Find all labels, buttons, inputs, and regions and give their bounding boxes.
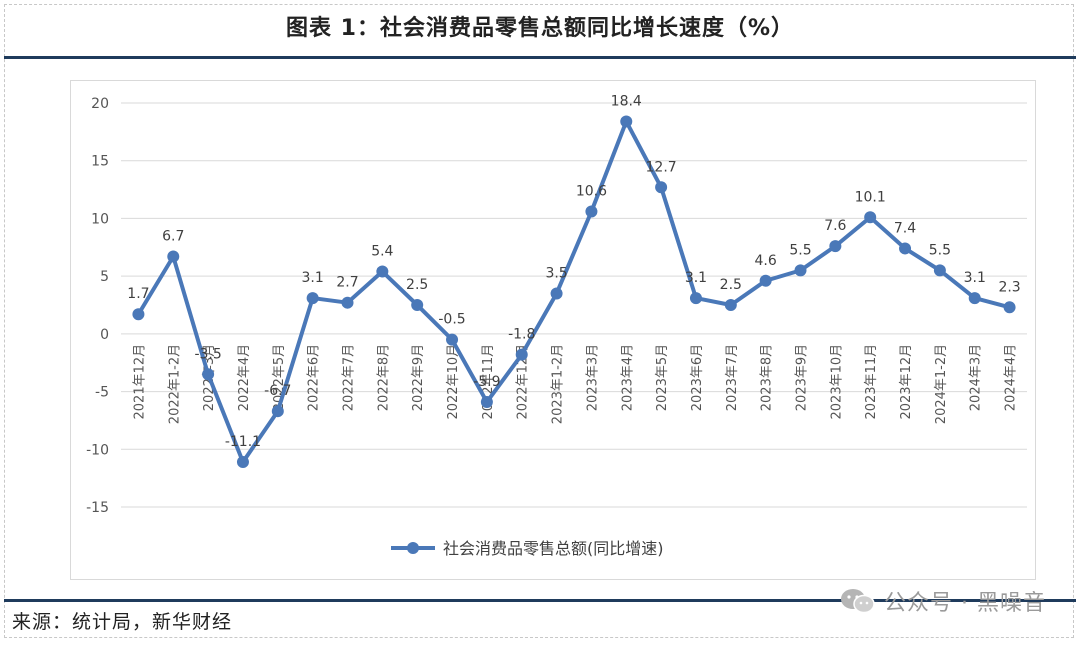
x-tick-label: 2022年6月 — [307, 344, 322, 411]
data-point — [167, 250, 180, 263]
y-tick-label: 0 — [100, 327, 109, 343]
data-point — [864, 211, 877, 224]
x-tick-label: 2022年12月 — [516, 344, 531, 420]
data-label: 10.6 — [576, 184, 607, 200]
x-tick-label: 2021年12月 — [132, 344, 147, 420]
y-tick-label: 10 — [91, 211, 109, 227]
y-tick-label: 5 — [100, 269, 109, 285]
x-tick-label: 2022年7月 — [342, 344, 357, 411]
data-point — [794, 264, 807, 277]
x-tick-label: 2023年8月 — [760, 344, 775, 411]
data-point — [341, 296, 354, 309]
data-point — [933, 264, 946, 277]
outer-frame — [4, 4, 1074, 638]
data-label: -0.5 — [438, 312, 465, 328]
data-point — [306, 292, 319, 305]
x-tick-label: 2022年4月 — [237, 344, 252, 411]
line-chart: 20151050-5-10-152021年12月2022年1-2月2022年3月… — [86, 93, 1027, 558]
x-tick-label: 2024年4月 — [1004, 344, 1019, 411]
watermark-text: 公众号 · 黑噪音 — [884, 591, 1046, 616]
data-point — [1003, 301, 1016, 314]
data-point — [376, 265, 389, 278]
data-point — [202, 368, 215, 381]
data-point — [899, 242, 912, 255]
data-point — [271, 405, 284, 418]
x-tick-label: 2023年5月 — [655, 344, 670, 411]
data-point — [655, 181, 668, 194]
data-label: -11.1 — [225, 434, 261, 450]
data-point — [236, 455, 249, 468]
x-tick-label: 2022年8月 — [376, 344, 391, 411]
data-label: 6.7 — [162, 229, 184, 245]
y-tick-label: 15 — [91, 154, 109, 170]
data-label: -3.5 — [194, 346, 221, 362]
watermark: 公众号 · 黑噪音 — [840, 585, 1046, 617]
data-label: 18.4 — [611, 93, 642, 109]
x-tick-label: 2023年1-2月 — [551, 344, 566, 424]
data-label: 7.6 — [824, 218, 846, 234]
data-point — [829, 240, 842, 253]
data-point — [689, 292, 702, 305]
legend-label: 社会消费品零售总额(同比增速) — [443, 539, 664, 558]
data-label: 7.4 — [894, 220, 916, 236]
x-tick-label: 2023年3月 — [585, 344, 600, 411]
y-tick-label: -15 — [86, 500, 109, 516]
data-point — [480, 395, 493, 408]
x-tick-label: 2024年3月 — [969, 344, 984, 411]
data-label: 1.7 — [127, 286, 149, 302]
data-label: 10.1 — [855, 189, 886, 205]
data-label: -6.7 — [264, 383, 291, 399]
series-line — [136, 119, 1011, 464]
data-label: 2.7 — [336, 275, 358, 291]
x-tick-label: 2023年10月 — [829, 344, 844, 420]
x-tick-label: 2024年1-2月 — [934, 344, 949, 424]
bottom-rule — [4, 599, 1076, 602]
data-label: 3.1 — [685, 270, 707, 286]
data-point — [411, 299, 424, 311]
data-label: 2.3 — [998, 279, 1020, 295]
data-point — [968, 292, 981, 305]
legend-marker — [407, 542, 419, 554]
data-point — [759, 274, 772, 287]
data-point — [132, 308, 145, 321]
wechat-icon — [841, 589, 875, 614]
chart-area: 20151050-5-10-152021年12月2022年1-2月2022年3月… — [70, 80, 1036, 580]
data-point — [446, 333, 459, 346]
data-label: 12.7 — [646, 159, 677, 175]
data-point — [620, 115, 633, 128]
data-label: 4.6 — [755, 253, 777, 269]
x-tick-label: 2022年1-2月 — [167, 344, 182, 424]
x-tick-label: 2023年11月 — [864, 344, 879, 420]
chart-title: 图表 1：社会消费品零售总额同比增长速度（%） — [285, 16, 794, 41]
data-label: 5.5 — [929, 242, 951, 258]
x-tick-label: 2023年9月 — [795, 344, 810, 411]
data-label: 3.5 — [545, 265, 567, 281]
data-label: 5.4 — [371, 244, 393, 260]
y-tick-label: 20 — [91, 96, 109, 112]
data-label: 2.5 — [720, 277, 742, 293]
data-point — [585, 205, 598, 218]
x-tick-label: 2022年9月 — [411, 344, 426, 411]
data-point — [550, 287, 563, 300]
x-tick-label: 2023年12月 — [899, 344, 914, 420]
y-tick-label: -10 — [86, 442, 109, 458]
x-tick-label: 2023年4月 — [620, 344, 635, 411]
x-tick-label: 2023年7月 — [725, 344, 740, 411]
data-label: 5.5 — [789, 242, 811, 258]
data-label: -1.8 — [508, 327, 535, 343]
data-point — [724, 299, 737, 311]
data-label: -5.9 — [473, 374, 500, 390]
x-tick-label: 2023年6月 — [690, 344, 705, 411]
source-note: 来源：统计局，新华财经 — [12, 611, 233, 633]
data-label: 3.1 — [302, 270, 324, 286]
y-tick-label: -5 — [95, 385, 109, 401]
data-label: 2.5 — [406, 277, 428, 293]
data-point — [515, 348, 528, 361]
top-rule — [4, 56, 1076, 59]
data-label: 3.1 — [964, 270, 986, 286]
x-tick-label: 2022年10月 — [446, 344, 461, 420]
